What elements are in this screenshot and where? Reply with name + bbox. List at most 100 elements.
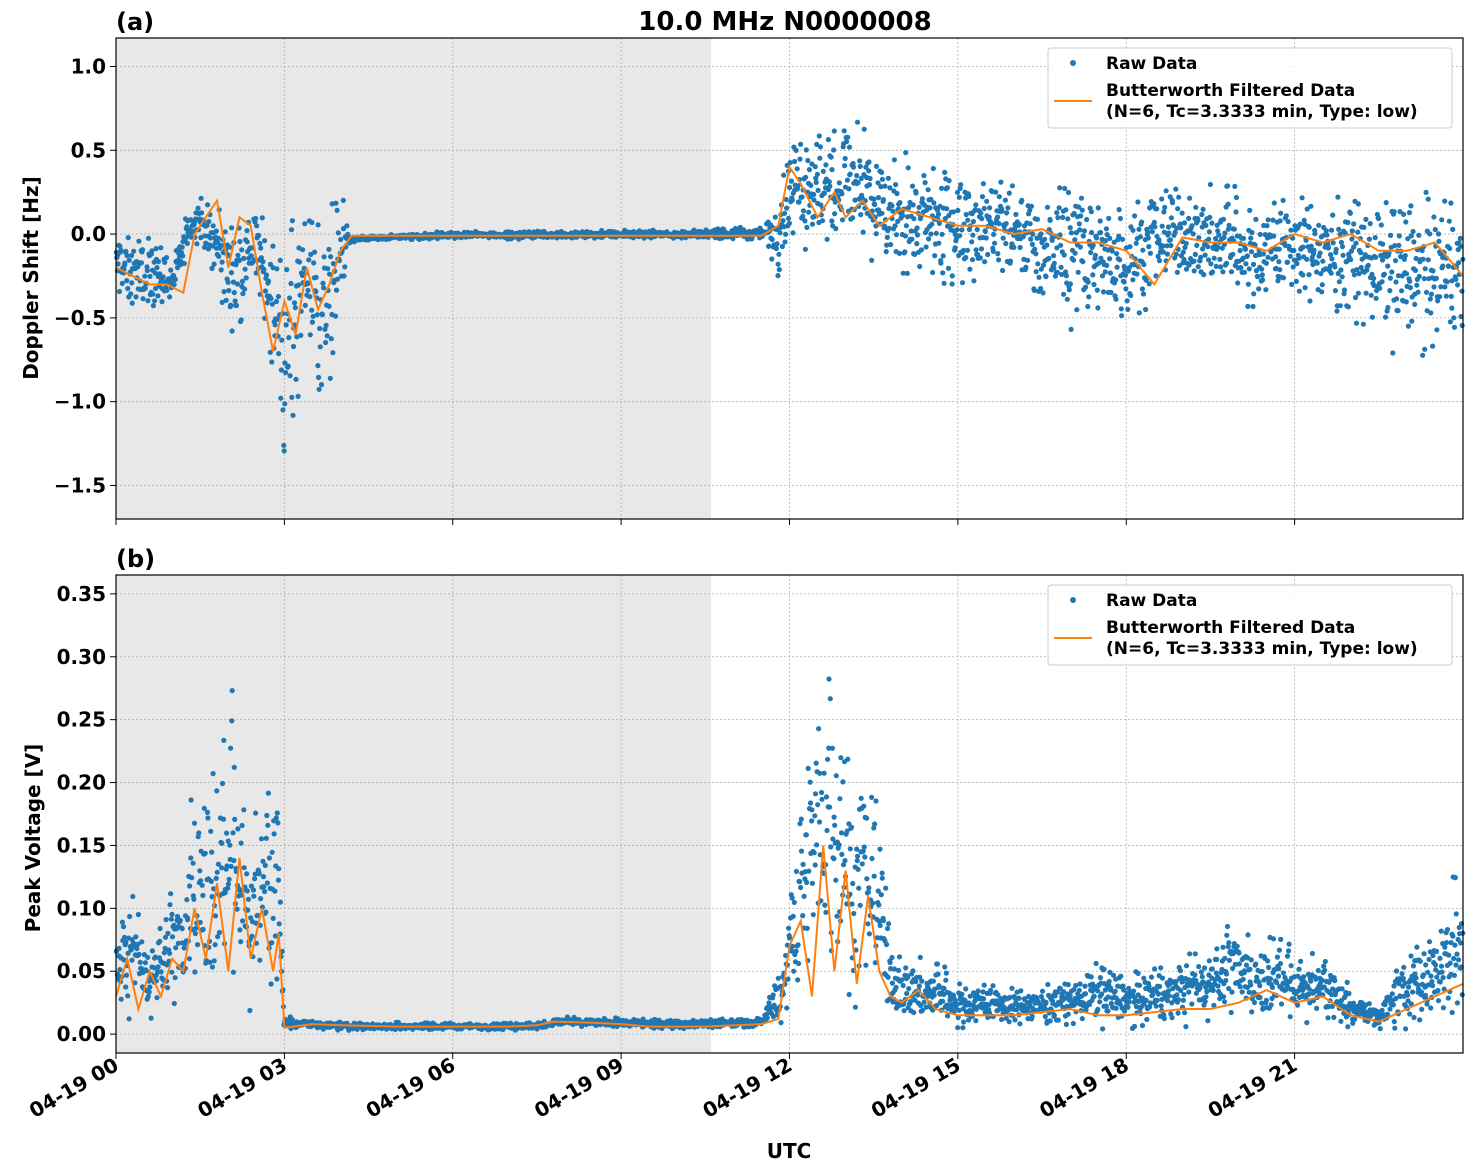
raw-data-point [876,902,882,908]
raw-data-point [1289,281,1295,287]
raw-data-point [270,915,276,922]
raw-data-point [1158,965,1164,971]
raw-data-point [261,266,267,272]
panel-a-raw-points [113,119,1466,454]
y-tick-label: −1.5 [54,473,106,497]
raw-data-point [1238,265,1244,271]
raw-data-point [135,941,141,947]
raw-data-point [932,253,938,259]
raw-data-point [1040,290,1046,296]
raw-data-point [276,351,282,357]
raw-data-point [854,173,860,179]
raw-data-point [1284,953,1291,959]
raw-data-point [995,251,1001,257]
raw-data-point [1125,1004,1131,1010]
raw-data-point [1204,989,1210,995]
raw-data-point [305,280,311,286]
raw-data-point [1026,993,1032,1000]
raw-data-point [1265,217,1271,223]
raw-data-point [1191,258,1197,264]
raw-data-point [168,916,174,922]
raw-data-point [888,966,894,972]
raw-data-point [1223,971,1230,977]
raw-data-point [1420,352,1426,358]
raw-data-point [846,186,852,192]
raw-data-point [1194,242,1200,248]
raw-data-point [1173,979,1179,985]
raw-data-point [1044,204,1051,210]
raw-data-point [818,789,825,796]
raw-data-point [1190,231,1196,237]
raw-data-point [126,1016,132,1022]
raw-data-point [1056,205,1062,211]
raw-data-point [915,992,921,998]
raw-data-point [182,236,188,243]
raw-data-point [1213,236,1219,242]
raw-data-point [255,912,261,919]
raw-data-point [123,984,129,990]
raw-data-point [887,185,893,191]
raw-data-point [993,189,999,195]
raw-data-point [245,896,251,902]
raw-data-point [154,265,160,271]
raw-data-point [287,373,293,379]
raw-data-point [1349,228,1355,234]
raw-data-point [796,960,802,967]
raw-data-point [892,223,898,229]
raw-data-point [296,259,303,265]
raw-data-point [130,893,136,900]
raw-data-point [1381,271,1387,277]
raw-data-point [1098,229,1104,236]
raw-data-point [1377,285,1383,291]
raw-data-point [1075,269,1081,275]
raw-data-point [1225,944,1231,950]
raw-data-point [926,236,932,242]
raw-data-point [979,216,985,222]
raw-data-point [272,933,278,939]
raw-data-point [1061,291,1067,297]
raw-data-point [145,954,151,960]
raw-data-point [1187,195,1193,201]
raw-data-point [1070,257,1077,263]
raw-data-point [1063,207,1069,213]
raw-data-point [1195,264,1201,270]
raw-data-point [1201,272,1207,278]
raw-data-point [1107,969,1113,975]
raw-data-point [1182,1010,1188,1016]
raw-data-point [1245,932,1251,938]
raw-data-point [1263,260,1269,266]
raw-data-point [823,794,830,800]
raw-data-point [275,293,282,300]
raw-data-point [1160,249,1166,255]
raw-data-point [1280,275,1287,281]
raw-data-point [229,225,235,231]
raw-data-point [864,210,870,216]
raw-data-point [139,939,145,945]
raw-data-point [910,202,916,208]
raw-data-point [1444,279,1450,285]
raw-data-point [259,215,265,221]
raw-data-point [1416,232,1422,238]
raw-data-point [936,240,942,246]
raw-data-point [836,180,842,186]
raw-data-point [829,745,836,751]
raw-data-point [232,298,238,304]
raw-data-point [1229,989,1235,995]
raw-data-point [238,840,244,846]
raw-data-point [1018,988,1024,994]
raw-data-point [1133,240,1139,246]
raw-data-point [1385,263,1391,269]
raw-data-point [1055,1017,1061,1023]
raw-data-point [848,824,855,830]
raw-data-point [1189,223,1195,229]
raw-data-point [826,676,832,682]
raw-data-point [843,139,850,145]
raw-data-point [1431,214,1437,220]
raw-data-point [191,820,198,826]
raw-data-point [1412,267,1419,273]
raw-data-point [1159,223,1165,229]
raw-data-point [198,195,204,201]
raw-data-point [792,158,798,165]
raw-data-point [1408,233,1414,239]
raw-data-point [1079,207,1085,213]
